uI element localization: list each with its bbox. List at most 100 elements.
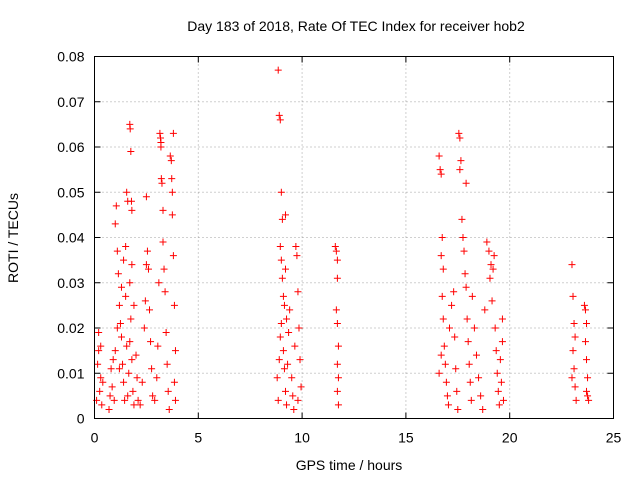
data-point — [569, 347, 577, 355]
data-point — [128, 206, 136, 214]
data-point — [281, 265, 289, 273]
data-point — [108, 383, 116, 391]
data-point — [468, 292, 476, 300]
data-point — [159, 238, 167, 246]
data-point — [129, 387, 137, 395]
data-point — [171, 396, 179, 404]
data-point — [437, 170, 445, 178]
data-point — [437, 351, 445, 359]
data-point — [122, 292, 130, 300]
data-point — [157, 143, 165, 151]
data-point — [487, 261, 495, 269]
x-tick-label: 20 — [502, 430, 518, 446]
data-point — [571, 383, 579, 391]
data-point — [288, 374, 296, 382]
data-point — [170, 301, 178, 309]
data-point — [169, 252, 177, 260]
data-point — [332, 306, 340, 314]
data-point — [435, 152, 443, 160]
data-point — [444, 401, 452, 409]
data-point — [154, 342, 162, 350]
x-axis-label: GPS time / hours — [296, 457, 403, 473]
y-axis-label: ROTI / TECUs — [5, 193, 21, 283]
data-point — [130, 401, 138, 409]
data-point — [162, 329, 170, 337]
data-point — [159, 206, 167, 214]
data-point — [483, 238, 491, 246]
data-point — [492, 347, 500, 355]
data-point — [123, 342, 131, 350]
data-point — [569, 292, 577, 300]
data-point — [278, 274, 286, 282]
data-point — [276, 116, 284, 124]
data-point — [274, 396, 282, 404]
data-point — [438, 292, 446, 300]
data-point — [136, 401, 144, 409]
data-point — [105, 405, 113, 413]
data-point — [274, 66, 282, 74]
y-tick-label: 0.01 — [57, 365, 84, 381]
data-point — [485, 247, 493, 255]
data-point — [97, 374, 105, 382]
data-point — [170, 378, 178, 386]
data-point — [168, 188, 176, 196]
data-point — [294, 396, 302, 404]
data-point — [570, 365, 578, 373]
data-point — [116, 319, 124, 327]
data-point — [95, 347, 103, 355]
data-point — [333, 387, 341, 395]
data-point — [295, 324, 303, 332]
data-point — [133, 374, 141, 382]
data-point — [283, 401, 291, 409]
data-point — [437, 252, 445, 260]
axis-ticks — [94, 56, 614, 419]
data-point — [499, 396, 507, 404]
data-point — [113, 324, 121, 332]
data-point — [111, 220, 119, 228]
data-point — [445, 324, 453, 332]
plot-frame — [94, 56, 614, 419]
x-tick-label: 15 — [398, 430, 414, 446]
data-point — [583, 319, 591, 327]
data-point — [439, 265, 447, 273]
data-point — [122, 243, 130, 251]
data-point — [441, 360, 449, 368]
data-point — [156, 129, 164, 137]
data-point — [584, 392, 592, 400]
data-point — [153, 374, 161, 382]
data-point — [334, 401, 342, 409]
data-point — [460, 247, 468, 255]
data-point — [126, 338, 134, 346]
data-point — [581, 338, 589, 346]
data-point — [331, 243, 339, 251]
y-tick-label: 0.02 — [57, 320, 84, 336]
data-point — [285, 329, 293, 337]
y-tick-label: 0.06 — [57, 139, 84, 155]
data-point — [296, 356, 304, 364]
data-point — [495, 401, 503, 409]
y-tick-label: 0.04 — [57, 230, 84, 246]
data-point — [281, 211, 289, 219]
data-point — [146, 306, 154, 314]
data-point — [280, 365, 288, 373]
data-point — [143, 247, 151, 255]
data-point — [292, 243, 300, 251]
data-point — [466, 378, 474, 386]
data-point — [332, 247, 340, 255]
data-point — [127, 315, 135, 323]
data-point — [138, 378, 146, 386]
data-point — [111, 347, 119, 355]
data-point — [168, 175, 176, 183]
data-point — [142, 261, 150, 269]
y-tick-label: 0.08 — [57, 49, 84, 65]
data-point — [458, 215, 466, 223]
data-point — [334, 342, 342, 350]
data-point — [572, 396, 580, 404]
data-point — [440, 342, 448, 350]
data-point — [286, 306, 294, 314]
data-point — [464, 338, 472, 346]
data-point — [277, 188, 285, 196]
data-point — [161, 288, 169, 296]
data-point — [496, 356, 504, 364]
y-tick-label: 0.03 — [57, 275, 84, 291]
